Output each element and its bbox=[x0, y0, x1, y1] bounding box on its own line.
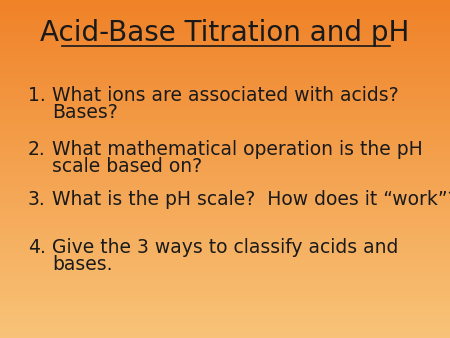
Text: 3.: 3. bbox=[28, 190, 46, 209]
Text: scale based on?: scale based on? bbox=[52, 157, 202, 176]
Text: bases.: bases. bbox=[52, 255, 112, 274]
Text: What is the pH scale?  How does it “work”?: What is the pH scale? How does it “work”… bbox=[52, 190, 450, 209]
Text: What mathematical operation is the pH: What mathematical operation is the pH bbox=[52, 140, 423, 159]
Text: 4.: 4. bbox=[28, 238, 46, 257]
Text: Acid-Base Titration and pH: Acid-Base Titration and pH bbox=[40, 19, 410, 47]
Text: Bases?: Bases? bbox=[52, 103, 118, 122]
Text: Give the 3 ways to classify acids and: Give the 3 ways to classify acids and bbox=[52, 238, 398, 257]
Text: 1.: 1. bbox=[28, 86, 46, 105]
Text: 2.: 2. bbox=[28, 140, 46, 159]
Text: What ions are associated with acids?: What ions are associated with acids? bbox=[52, 86, 399, 105]
